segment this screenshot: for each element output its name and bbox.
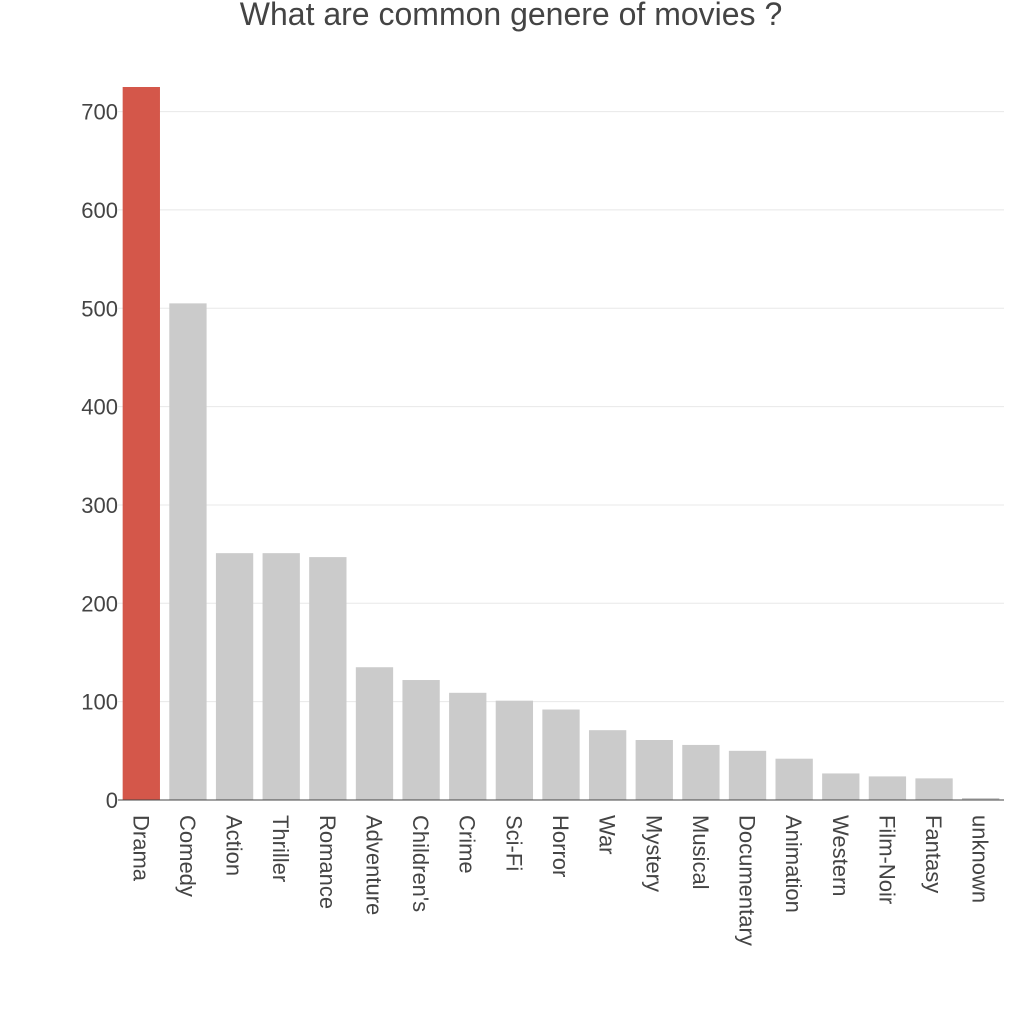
x-tick-label: Action <box>222 815 247 876</box>
bar-mystery <box>635 740 673 800</box>
bar-crime <box>449 692 487 800</box>
x-tick-label: Musical <box>688 815 713 890</box>
x-tick-label: Mystery <box>641 815 666 892</box>
y-tick-label: 100 <box>81 690 118 715</box>
y-tick-label: 200 <box>81 591 118 616</box>
x-tick-label: unknown <box>968 815 993 903</box>
x-tick-label: Horror <box>548 815 573 877</box>
x-tick-label: Film-Noir <box>874 815 899 904</box>
x-axis-labels: Drama Comedy Action Thriller Romance Adventur… <box>128 815 992 946</box>
x-tick-label: Romance <box>315 815 340 909</box>
x-tick-label: War <box>595 815 620 855</box>
y-tick-label: 400 <box>81 395 118 420</box>
y-tick-label: 500 <box>81 296 118 321</box>
x-tick-label: Documentary <box>735 815 760 946</box>
bar-animation <box>775 758 813 800</box>
bars <box>122 87 1000 800</box>
bar-action <box>215 553 254 800</box>
bar-romance <box>309 557 347 800</box>
bar-sci-fi <box>495 700 534 800</box>
y-tick-label: 700 <box>81 100 118 125</box>
y-tick-label: 0 <box>106 788 118 813</box>
bar-musical <box>682 744 720 800</box>
x-tick-label: Fantasy <box>921 815 946 893</box>
chart-title: What are common genere of movies ? <box>240 0 782 32</box>
bar-children-s <box>402 680 440 800</box>
bar-documentary <box>728 750 767 800</box>
y-tick-label: 600 <box>81 198 118 223</box>
bar-thriller <box>262 553 300 800</box>
x-tick-label: Children's <box>408 815 433 912</box>
x-tick-label: Comedy <box>175 815 200 897</box>
x-tick-label: Thriller <box>268 815 293 882</box>
bar-film-noir <box>868 776 907 800</box>
bar-comedy <box>169 303 207 800</box>
y-tick-label: 300 <box>81 493 118 518</box>
bar-western <box>822 773 860 800</box>
x-tick-label: Adventure <box>361 815 386 915</box>
bar-fantasy <box>915 778 953 800</box>
bar-horror <box>542 709 580 800</box>
x-tick-label: Western <box>828 815 853 897</box>
y-axis-ticks: 0 100 200 300 400 500 600 700 <box>81 100 118 813</box>
bar-war <box>588 730 627 800</box>
x-tick-label: Animation <box>781 815 806 913</box>
x-tick-label: Drama <box>128 815 153 882</box>
bar-drama <box>122 87 160 800</box>
bar-adventure <box>355 667 394 800</box>
bar-unknown <box>962 798 1000 800</box>
x-tick-label: Crime <box>455 815 480 874</box>
x-tick-label: Sci-Fi <box>501 815 526 871</box>
